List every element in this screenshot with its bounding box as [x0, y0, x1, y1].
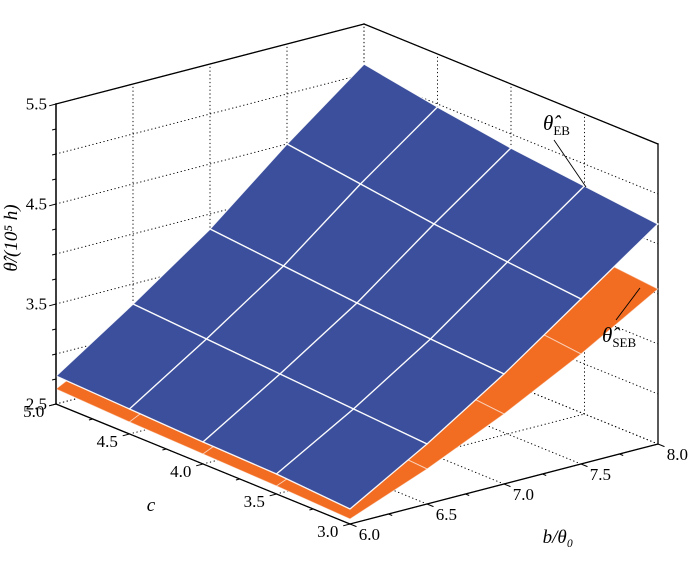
x-tick [465, 493, 470, 496]
gridline-wall-left-z [55, 73, 365, 155]
z-tick [51, 153, 57, 156]
y-tick [162, 448, 167, 451]
x-tick-label: 6.0 [359, 525, 380, 544]
z-tick [51, 278, 57, 281]
x-tick [619, 453, 624, 456]
callout-line-eb [553, 139, 587, 188]
z-tick [51, 128, 57, 131]
y-tick [343, 523, 351, 527]
y-tick-label: 3.5 [244, 492, 265, 511]
y-tick [122, 433, 130, 437]
x-tick-label: 7.5 [590, 465, 611, 484]
x-tick [388, 513, 393, 516]
z-tick [51, 253, 57, 256]
series-label-seb: θ̂SEB [602, 323, 636, 350]
z-tick [51, 178, 57, 181]
x-tick [542, 473, 547, 476]
z-tick [49, 203, 57, 207]
y-tick-label: 3.0 [317, 522, 338, 541]
x-tick [426, 503, 434, 508]
box-edge [363, 23, 659, 145]
series-label-eb: θ̂EB [543, 111, 570, 138]
box-edge [55, 23, 365, 105]
z-tick [49, 303, 57, 307]
gridline-wall-right-z [363, 323, 659, 445]
z-tick-label: 5.5 [26, 95, 47, 114]
gridline-wall-right-z [363, 73, 659, 195]
gridline-wall-right-z [363, 273, 659, 395]
z-axis-label: θ̂/(10⁵ h) [1, 204, 22, 271]
z-tick [51, 353, 57, 356]
z-tick-label: 4.5 [26, 195, 47, 214]
x-tick-label: 6.5 [436, 505, 457, 524]
surface-cell [275, 408, 428, 510]
y-tick-label: 4.5 [97, 432, 118, 451]
gridline-floor-x [286, 343, 582, 465]
x-tick-label: 8.0 [667, 445, 688, 464]
gridline-floor-x [209, 363, 505, 485]
x-tick [349, 523, 357, 528]
surfaces [55, 63, 659, 520]
callout-line-seb [615, 287, 641, 321]
y-tick-label: 5.0 [23, 402, 44, 421]
z-tick [51, 378, 57, 381]
z-tick [49, 403, 57, 407]
x-tick [503, 483, 511, 488]
x-tick [657, 443, 665, 448]
z-tick [51, 228, 57, 231]
z-tick-label: 2.5 [26, 395, 47, 414]
z-tick-label: 3.5 [26, 295, 47, 314]
series-label-sub: SEB [612, 335, 636, 350]
y-tick [196, 463, 204, 467]
x-axis-label: b/θ₀ [543, 527, 574, 548]
gridline-wall-left-z [55, 173, 365, 255]
x-tick-label: 7.0 [513, 485, 534, 504]
y-tick [88, 418, 93, 421]
y-tick [309, 508, 314, 511]
x-tick [580, 463, 588, 468]
surface-eb [55, 63, 659, 510]
z-tick [49, 103, 57, 107]
y-axis-label: c [147, 495, 156, 516]
y-tick [235, 478, 240, 481]
axes: 6.0 6.5 7.0 7.5 8.0 3.0 3.5 4.0 4.5 5.02.5 3.5 4.5 5… [23, 95, 688, 544]
z-tick [51, 328, 57, 331]
gridline-wall-left-z [55, 123, 365, 205]
y-tick-label: 4.0 [170, 462, 191, 481]
y-tick [269, 493, 277, 497]
series-label-sub: EB [553, 123, 570, 138]
